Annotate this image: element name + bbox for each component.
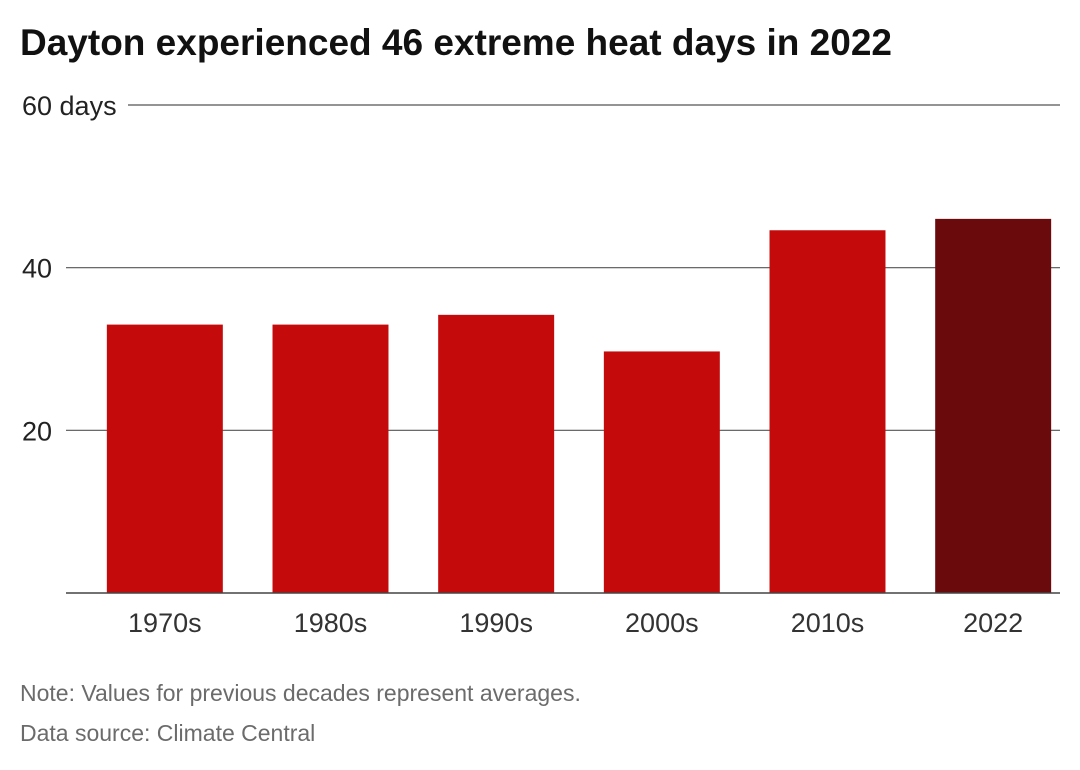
bar-2022: [935, 218, 1052, 593]
data-source: Data source: Climate Central: [20, 720, 316, 746]
x-tick-label: 2010s: [791, 608, 865, 638]
bar-1990s: [438, 314, 555, 593]
chart-title: Dayton experienced 46 extreme heat days …: [20, 22, 892, 63]
y-tick-label: 40: [22, 254, 52, 284]
axis-labels: 20 40 60 days 1970s 1980s 1990s 2000s 2010s 2022: [22, 91, 1023, 638]
bar-1970s: [106, 324, 223, 593]
y-tick-label: 20: [22, 416, 52, 446]
y-tick-label: 60 days: [22, 91, 117, 121]
bar-chart: 20 40 60 days 1970s 1980s 1990s 2000s 2010s 2022: [22, 91, 1060, 638]
x-tick-label: 2022: [963, 608, 1023, 638]
x-tick-label: 1970s: [128, 608, 202, 638]
bars: [106, 218, 1052, 593]
x-tick-label: 1990s: [459, 608, 533, 638]
x-tick-label: 1980s: [294, 608, 368, 638]
gridlines: [66, 104, 1060, 431]
bar-2000s: [603, 351, 720, 593]
chart-note: Note: Values for previous decades repres…: [20, 680, 581, 706]
bar-2010s: [769, 230, 886, 593]
bar-1980s: [272, 324, 389, 593]
x-tick-label: 2000s: [625, 608, 699, 638]
